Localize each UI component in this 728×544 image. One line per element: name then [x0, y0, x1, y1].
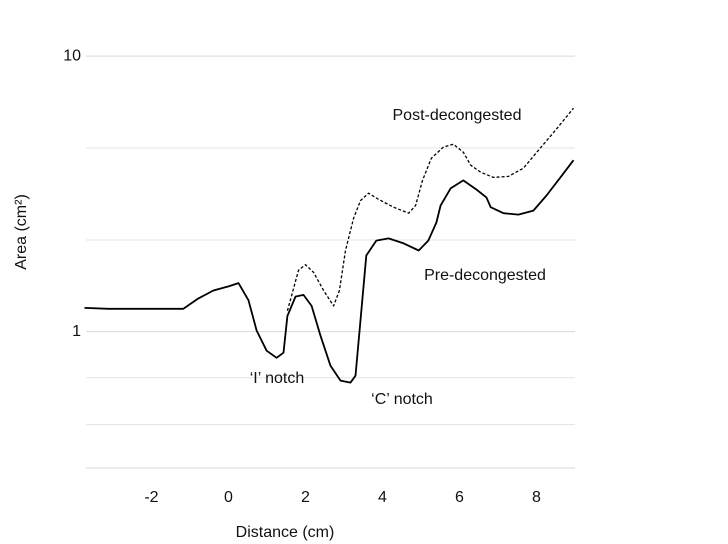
x-tick-label: -2: [144, 489, 158, 506]
y-tick-label: 1: [72, 323, 81, 340]
x-tick-label: 4: [378, 489, 387, 506]
series-label: Pre-decongested: [424, 267, 546, 284]
x-axis-label: Distance (cm): [236, 524, 335, 541]
annotation: ‘C’ notch: [371, 391, 433, 408]
y-tick-label: 10: [63, 47, 81, 64]
x-tick-label: 6: [455, 489, 464, 506]
series-label: Post-decongested: [393, 107, 522, 124]
annotation: ‘I’ notch: [250, 370, 305, 387]
x-tick-label: 0: [224, 489, 233, 506]
x-tick-label: 8: [532, 489, 541, 506]
y-axis-label: Area (cm²): [13, 194, 30, 270]
series-line: [84, 159, 575, 384]
series-line: [286, 107, 575, 311]
x-tick-label: 2: [301, 489, 310, 506]
